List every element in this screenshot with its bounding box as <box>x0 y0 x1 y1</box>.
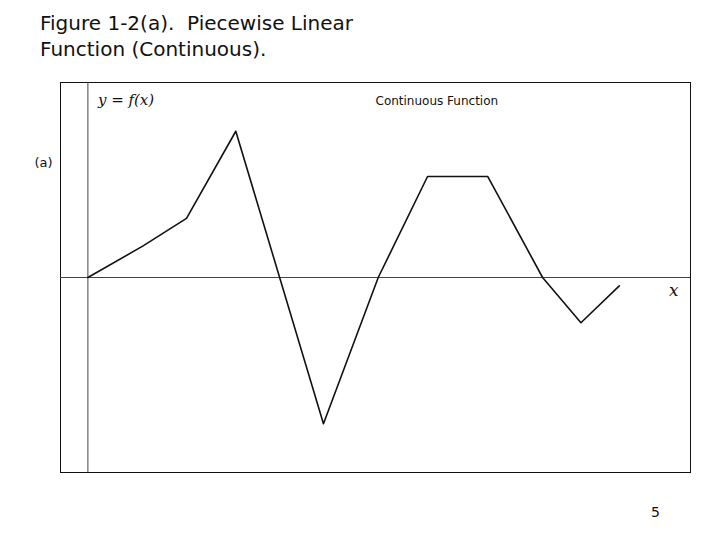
html-text:Figure 1-2(a). Piecewise Linea: Figure 1-2(a). Piecewise Linear <box>40 11 353 35</box>
html-text:5: 5 <box>651 504 660 520</box>
svg-text:y = f(x): y = f(x) <box>97 91 154 109</box>
svg-text:x: x <box>669 280 679 300</box>
html-text:Function (Continuous).: Function (Continuous). <box>40 37 267 61</box>
svg-text:(a): (a) <box>34 155 52 170</box>
svg-text:Continuous Function: Continuous Function <box>376 94 499 108</box>
